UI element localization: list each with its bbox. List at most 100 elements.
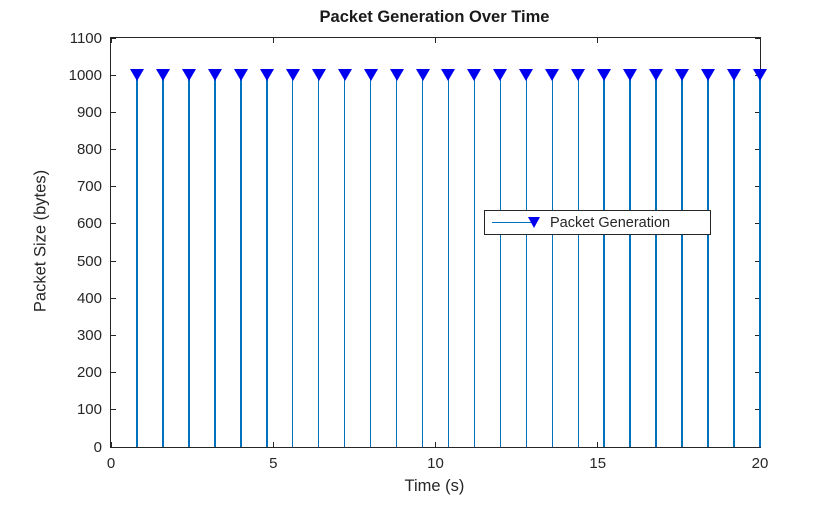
x-tick-mark-bottom <box>597 442 599 447</box>
plot-title: Packet Generation Over Time <box>319 8 550 26</box>
y-tick-label: 700 <box>76 178 102 196</box>
stem-line <box>421 75 424 447</box>
x-tick-label: 20 <box>751 455 769 472</box>
stem-line <box>577 75 580 447</box>
stem-line <box>733 75 735 447</box>
triangle-down-icon <box>337 69 352 82</box>
x-tick-mark-top <box>272 38 274 43</box>
x-tick-mark-top <box>435 38 436 43</box>
x-tick-mark-top <box>597 38 599 43</box>
triangle-down-icon <box>363 69 378 82</box>
triangle-down-icon <box>415 69 430 82</box>
stem-line <box>759 75 761 447</box>
stem-line <box>681 75 683 447</box>
y-tick-mark-left <box>111 260 116 262</box>
y-tick-mark-left <box>111 149 116 151</box>
triangle-down-icon <box>571 69 586 82</box>
triangle-down-icon <box>285 69 300 82</box>
y-tick-mark-right <box>755 186 760 188</box>
y-tick-mark-right <box>755 372 760 374</box>
y-tick-label: 900 <box>76 103 102 121</box>
y-tick-mark-right <box>755 409 760 411</box>
triangle-down-icon <box>207 69 222 82</box>
y-tick-label: 600 <box>76 215 102 233</box>
y-tick-label: 400 <box>76 289 102 307</box>
stem-line <box>240 75 242 447</box>
y-tick-label: 200 <box>76 364 102 382</box>
y-tick-mark-left <box>111 37 116 39</box>
stem-line <box>266 75 268 447</box>
x-tick-label: 5 <box>269 455 278 472</box>
triangle-down-icon <box>233 69 248 82</box>
triangle-down-icon <box>467 69 482 82</box>
legend: Packet Generation <box>484 210 711 235</box>
triangle-down-icon <box>181 69 196 82</box>
triangle-down-icon <box>493 69 508 82</box>
triangle-down-icon <box>545 69 560 82</box>
y-tick-label: 1100 <box>69 29 102 47</box>
y-tick-mark-left <box>111 74 116 76</box>
y-tick-mark-left <box>111 297 116 299</box>
y-tick-mark-left <box>111 186 116 188</box>
triangle-down-icon <box>519 69 534 82</box>
stem-line <box>188 75 190 447</box>
stem-line <box>369 75 372 447</box>
stem-line <box>629 75 631 447</box>
x-axis-label: Time (s) <box>404 477 465 495</box>
y-tick-mark-left <box>111 223 116 225</box>
y-tick-mark-right <box>755 223 760 225</box>
stem-line <box>317 75 320 447</box>
y-tick-mark-left <box>111 372 116 374</box>
stem-line <box>655 75 657 447</box>
triangle-down-icon <box>259 69 274 82</box>
y-tick-mark-right <box>755 37 760 39</box>
triangle-down-icon <box>597 69 612 82</box>
stem-line <box>473 75 476 447</box>
stem-line <box>707 75 709 447</box>
y-tick-mark-left <box>111 334 116 336</box>
stem-line <box>291 75 294 447</box>
stem-line <box>214 75 216 447</box>
triangle-down-icon <box>528 216 540 228</box>
triangle-down-icon <box>129 69 144 82</box>
triangle-down-icon <box>441 69 456 82</box>
legend-line-sample <box>492 216 540 228</box>
y-tick-mark-left <box>111 111 116 113</box>
stem-line <box>162 75 164 447</box>
triangle-down-icon <box>155 69 170 82</box>
x-tick-label: 10 <box>427 455 444 472</box>
x-tick-label: 15 <box>589 455 607 472</box>
triangle-down-icon <box>753 69 767 82</box>
x-tick-mark-bottom <box>110 442 112 447</box>
y-tick-label: 800 <box>76 141 102 159</box>
x-tick-mark-top <box>110 38 112 43</box>
x-tick-mark-bottom <box>435 442 436 447</box>
triangle-down-icon <box>701 69 716 82</box>
y-tick-mark-right <box>755 111 760 113</box>
triangle-down-icon <box>623 69 638 82</box>
y-tick-mark-right <box>755 149 760 151</box>
y-tick-mark-left <box>111 409 116 411</box>
y-tick-label: 1000 <box>68 66 102 84</box>
y-tick-mark-left <box>111 446 116 448</box>
legend-label: Packet Generation <box>550 214 671 231</box>
x-tick-label: 0 <box>106 455 116 472</box>
y-tick-label: 300 <box>76 326 102 344</box>
stem-line <box>343 75 346 447</box>
triangle-down-icon <box>675 69 690 82</box>
triangle-down-icon <box>727 69 742 82</box>
y-tick-mark-right <box>755 297 760 299</box>
y-tick-mark-right <box>755 260 760 262</box>
y-tick-mark-right <box>755 446 760 448</box>
stem-line <box>525 75 528 447</box>
y-tick-mark-right <box>755 334 760 336</box>
stem-line <box>499 75 502 447</box>
y-tick-label: 0 <box>93 438 102 456</box>
stem-line <box>136 75 138 447</box>
plot-area: 0 100 200 300 400 500 600 700 800 900 1000 1100 0 5 10… <box>69 31 769 472</box>
stem-line <box>447 75 450 447</box>
y-tick-label: 100 <box>76 401 102 419</box>
stem-line <box>395 75 398 447</box>
x-tick-mark-top <box>759 38 761 43</box>
triangle-down-icon <box>311 69 326 82</box>
